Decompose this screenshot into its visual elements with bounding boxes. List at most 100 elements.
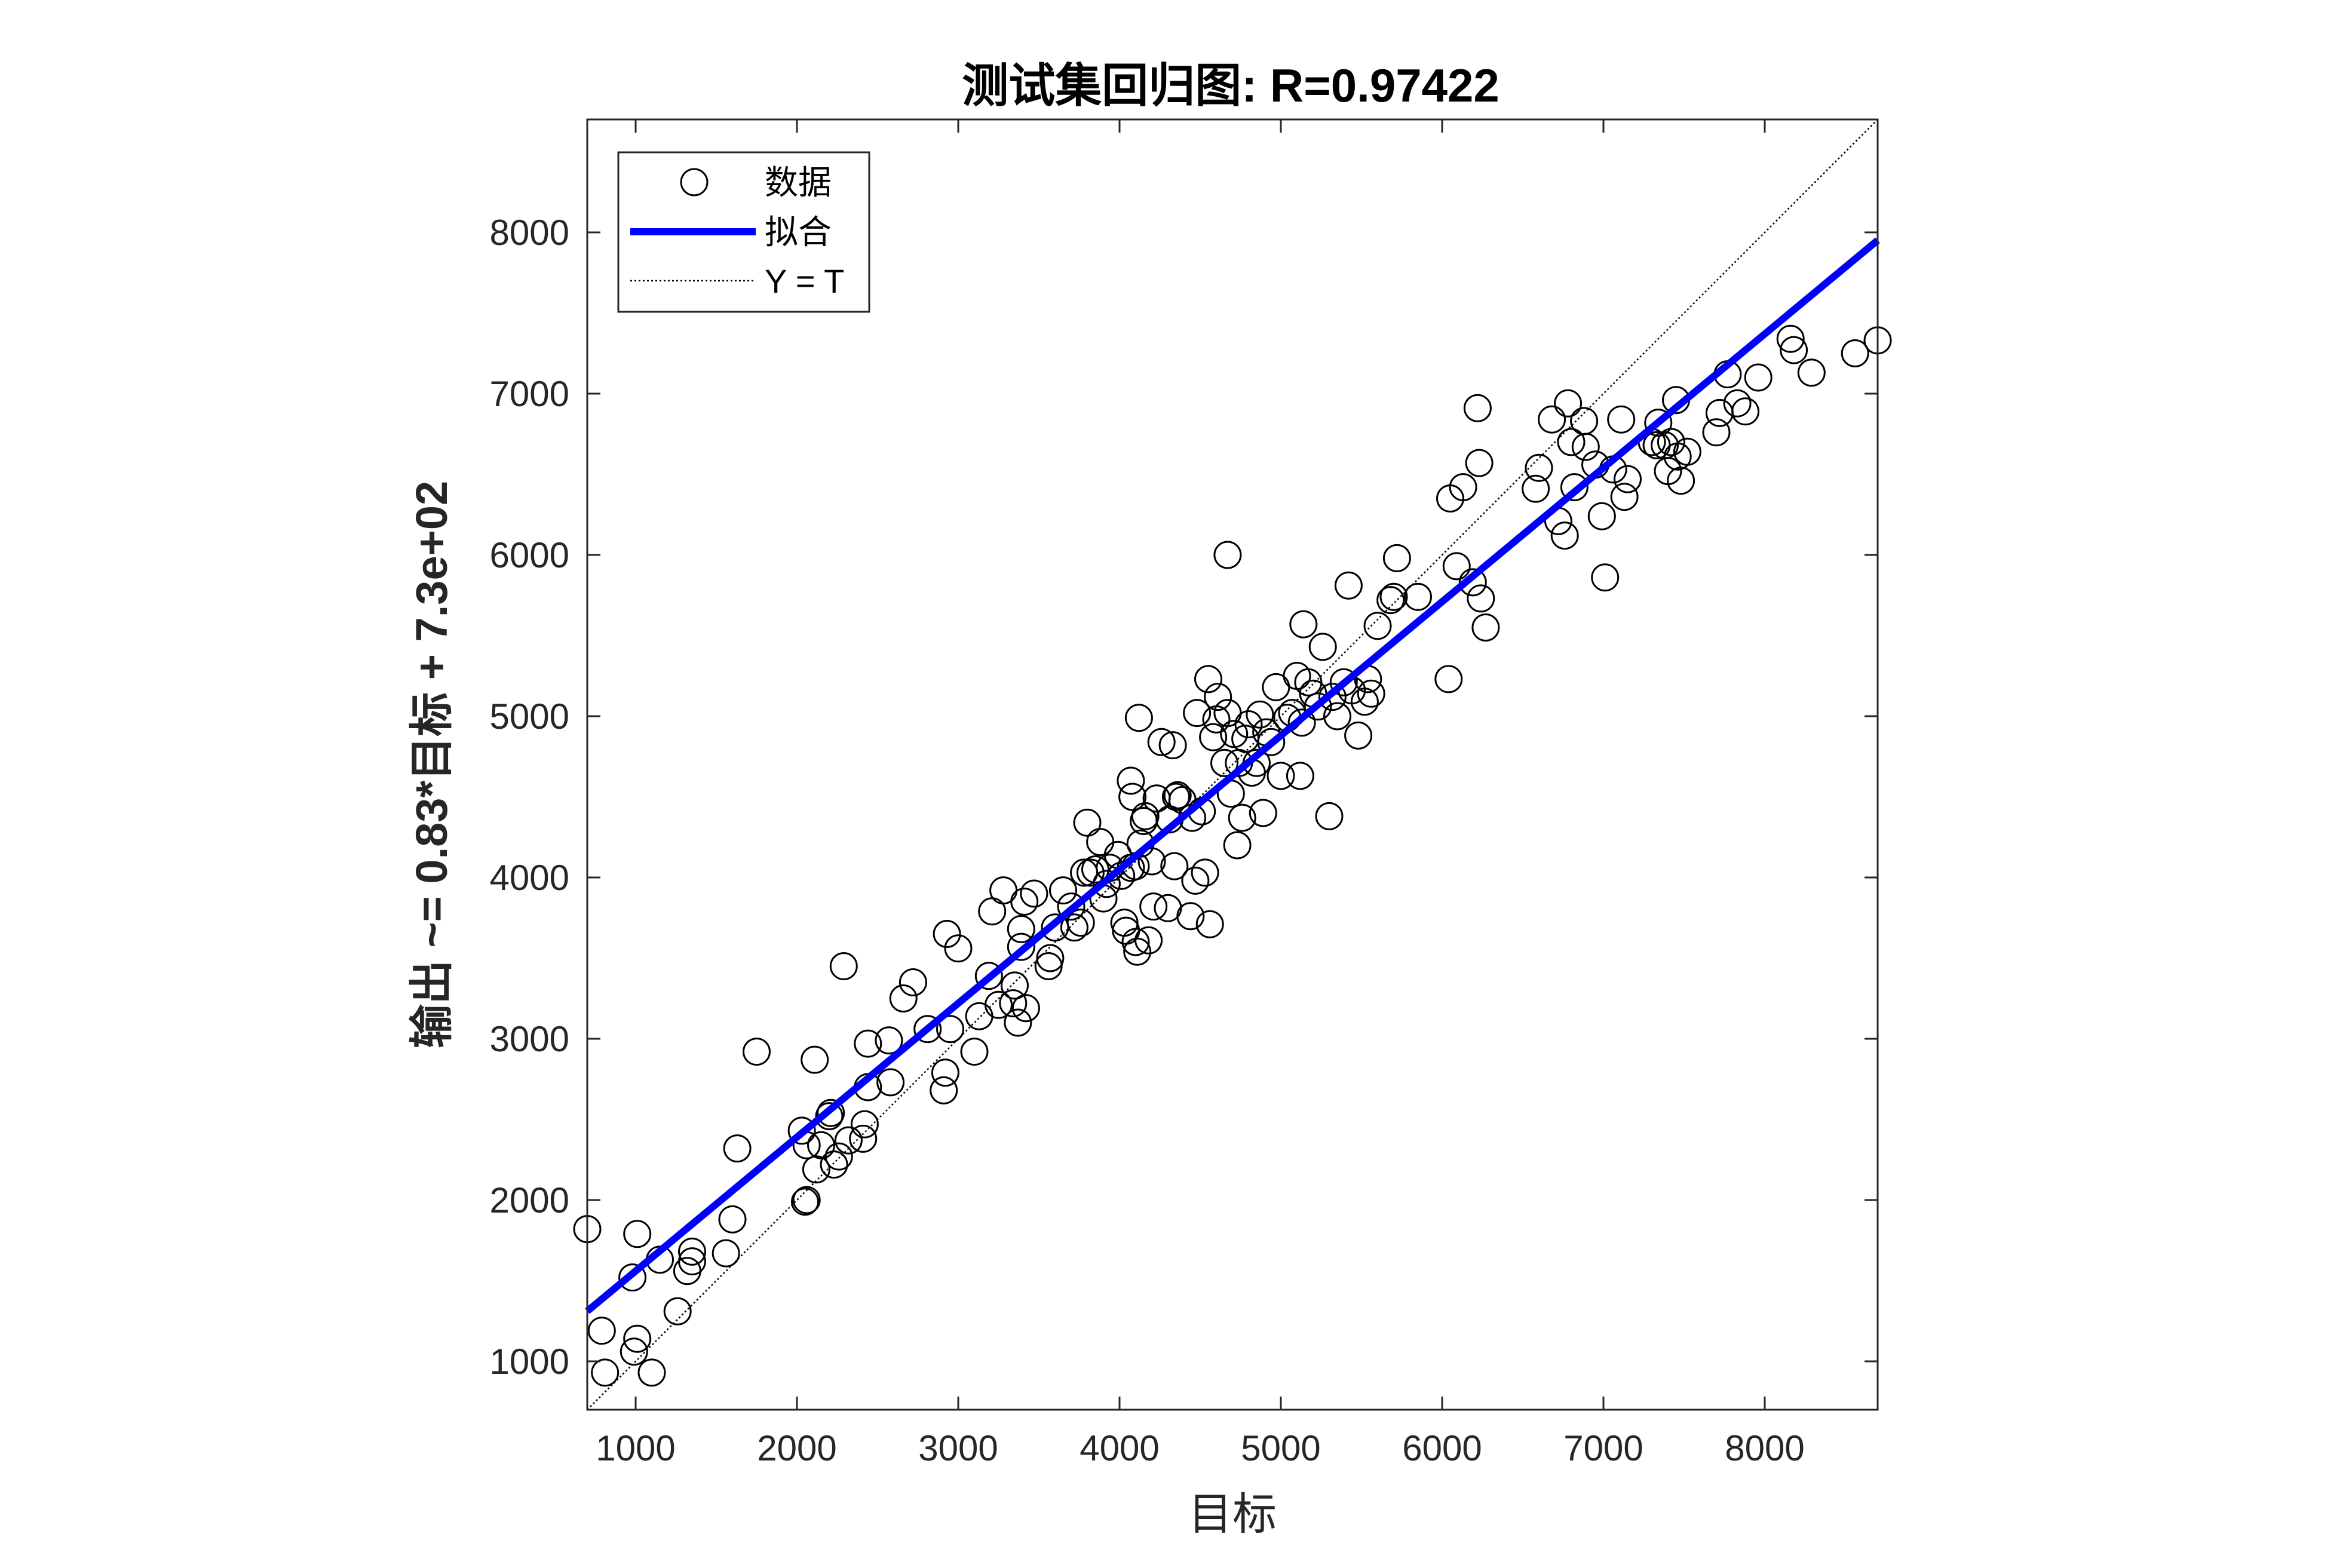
data-point — [1554, 389, 1583, 418]
data-point — [1442, 552, 1471, 581]
data-point — [1304, 692, 1332, 721]
y-tick-label: 6000 — [490, 535, 569, 575]
data-point — [850, 1110, 879, 1139]
data-point — [875, 1026, 903, 1055]
y-tick-label: 3000 — [490, 1019, 569, 1059]
data-point — [623, 1220, 652, 1248]
data-point — [1841, 339, 1869, 367]
data-point — [1344, 721, 1373, 750]
data-point — [1350, 688, 1379, 716]
data-point — [1139, 892, 1168, 921]
data-point — [1557, 428, 1586, 456]
data-points-layer — [573, 324, 1892, 1387]
data-point — [1124, 704, 1153, 732]
data-point — [1267, 762, 1295, 790]
data-point — [1181, 866, 1210, 895]
data-point — [723, 1134, 752, 1163]
data-point — [1550, 521, 1579, 550]
data-point — [678, 1237, 706, 1266]
data-point — [1434, 665, 1463, 694]
data-point — [1323, 702, 1351, 731]
data-point — [944, 934, 973, 963]
data-point — [1780, 336, 1808, 364]
data-point — [618, 1263, 647, 1292]
data-point — [1522, 474, 1550, 503]
data-point — [1776, 324, 1805, 353]
data-point — [1376, 586, 1405, 615]
data-point — [854, 1029, 882, 1058]
chart-title: 测试集回归图: R=0.97422 — [962, 59, 1499, 112]
data-point — [1357, 679, 1385, 708]
data-point — [1066, 909, 1095, 937]
data-point — [1020, 879, 1048, 908]
data-point — [1289, 610, 1318, 639]
data-point — [1004, 1008, 1032, 1037]
data-point — [913, 1015, 942, 1044]
y-tick-label: 1000 — [490, 1342, 569, 1382]
data-point — [1538, 405, 1566, 434]
legend-label-fit: 拟合 — [765, 213, 832, 251]
data-point — [815, 1102, 844, 1131]
data-point — [1286, 762, 1314, 790]
data-point — [1195, 910, 1224, 938]
x-tick-label: 6000 — [1402, 1428, 1482, 1468]
data-point — [824, 1142, 853, 1171]
data-point — [931, 1058, 959, 1087]
y-axis-label: 输出 ~= 0.83*目标 + 7.3e+02 — [407, 481, 456, 1048]
data-point — [1587, 502, 1616, 530]
data-point — [1607, 405, 1636, 434]
data-point — [1121, 928, 1150, 956]
data-point — [1467, 584, 1495, 613]
data-point — [1049, 876, 1077, 905]
data-point — [1610, 483, 1639, 511]
data-point — [1249, 799, 1277, 827]
data-point — [1117, 766, 1145, 795]
data-point — [1463, 394, 1492, 422]
data-point — [1382, 544, 1411, 572]
legend: 数据 拟合 Y = T — [617, 151, 870, 313]
data-point — [1458, 568, 1487, 597]
data-point — [1223, 831, 1252, 860]
data-point — [829, 952, 858, 980]
data-point — [1213, 541, 1242, 569]
data-point — [1191, 858, 1219, 887]
data-point — [1257, 728, 1286, 756]
data-point — [1183, 699, 1212, 728]
x-tick-label: 1000 — [596, 1428, 675, 1468]
data-point — [1060, 913, 1088, 942]
data-point — [718, 1205, 747, 1233]
data-point — [787, 1116, 816, 1145]
data-point — [1204, 683, 1232, 711]
data-point — [820, 1150, 848, 1179]
x-tick-label: 4000 — [1080, 1428, 1159, 1468]
data-point — [1318, 683, 1347, 711]
data-point — [620, 1337, 648, 1366]
identity-line — [587, 119, 1878, 1410]
data-point — [591, 1358, 620, 1387]
y-tick-label: 2000 — [490, 1180, 569, 1220]
data-point — [1034, 952, 1063, 980]
data-point — [1465, 449, 1494, 477]
data-point — [743, 1038, 771, 1066]
data-point — [1287, 708, 1316, 737]
data-point — [623, 1324, 652, 1353]
data-point — [1702, 418, 1731, 447]
x-tick-label: 5000 — [1241, 1428, 1320, 1468]
data-point — [792, 1186, 821, 1214]
data-point — [1007, 915, 1035, 943]
data-point — [1134, 926, 1163, 955]
data-point — [1162, 783, 1190, 811]
data-point — [1011, 994, 1040, 1023]
data-point — [974, 962, 1003, 990]
axes-box — [586, 118, 1879, 1411]
data-point — [1246, 700, 1274, 729]
data-point — [1228, 803, 1256, 832]
data-point — [801, 1045, 829, 1074]
data-point — [1744, 363, 1773, 392]
data-point — [807, 1131, 835, 1159]
data-point — [1007, 932, 1035, 961]
data-point — [1591, 563, 1620, 592]
x-axis-label: 目标 — [1188, 1489, 1277, 1539]
x-tick-label: 7000 — [1563, 1428, 1643, 1468]
y-tick-label: 4000 — [490, 858, 569, 898]
